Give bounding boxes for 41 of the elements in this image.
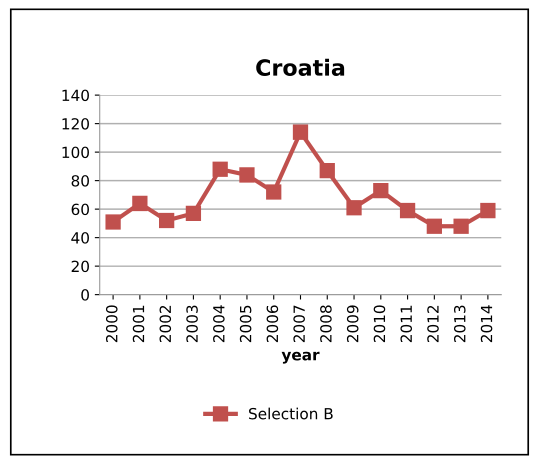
point xyxy=(346,200,362,216)
x-tick-label: 2009 xyxy=(346,305,358,342)
point xyxy=(292,124,308,140)
point xyxy=(480,202,496,218)
x-tick-label: 2007 xyxy=(293,306,305,342)
x-tick-label: 2011 xyxy=(400,306,412,342)
x-tick-label: 2001 xyxy=(132,306,144,342)
point xyxy=(266,184,282,200)
point xyxy=(453,218,469,234)
x-tick-label: 2012 xyxy=(427,306,439,342)
point xyxy=(132,196,148,212)
y-tick-label: 40 xyxy=(71,232,89,244)
point xyxy=(400,202,416,218)
x-tick-label: 2006 xyxy=(266,305,278,342)
y-tick-label: 100 xyxy=(62,146,89,158)
x-tick-label: 2002 xyxy=(160,306,172,342)
x-axis-title: year xyxy=(282,352,320,364)
y-tick-label: 120 xyxy=(62,118,89,130)
x-tick-label: 2008 xyxy=(320,305,332,342)
point xyxy=(159,212,174,228)
point xyxy=(373,182,388,198)
x-tick-label: 2000 xyxy=(106,305,118,342)
point xyxy=(105,214,121,230)
x-tick-label: 2004 xyxy=(213,305,225,342)
x-tick-label: 2014 xyxy=(480,305,492,342)
point xyxy=(212,162,228,177)
point xyxy=(186,206,202,222)
y-tick-label: 20 xyxy=(72,260,89,272)
x-tick-label: 2013 xyxy=(454,306,466,342)
y-tick-label: 140 xyxy=(62,90,89,102)
x-tick-label: 2005 xyxy=(240,306,252,342)
point xyxy=(426,218,442,234)
y-tick-label: 80 xyxy=(72,175,89,187)
legend-label: Selection B xyxy=(249,408,333,420)
point xyxy=(320,163,335,178)
x-tick-label: 2003 xyxy=(186,306,198,342)
y-tick-label: 60 xyxy=(72,204,89,216)
y-tick-label: 0 xyxy=(81,289,89,301)
point xyxy=(239,167,255,183)
x-tick-label: 2010 xyxy=(374,305,386,342)
chart-title: Croatia xyxy=(256,58,344,76)
